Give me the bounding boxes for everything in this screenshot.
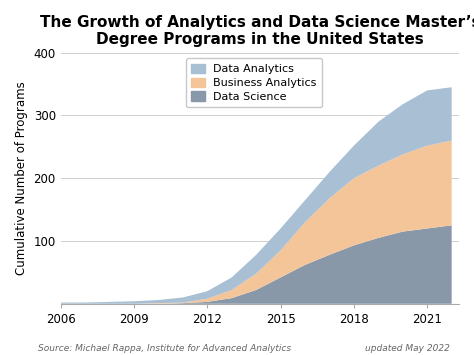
Legend: Data Analytics, Business Analytics, Data Science: Data Analytics, Business Analytics, Data… (186, 58, 322, 108)
Text: updated May 2022: updated May 2022 (365, 344, 450, 354)
Title: The Growth of Analytics and Data Science Master’s
Degree Programs in the United : The Growth of Analytics and Data Science… (40, 15, 474, 48)
Y-axis label: Cumulative Number of Programs: Cumulative Number of Programs (15, 81, 28, 275)
Text: Source: Michael Rappa, Institute for Advanced Analytics: Source: Michael Rappa, Institute for Adv… (38, 344, 291, 354)
